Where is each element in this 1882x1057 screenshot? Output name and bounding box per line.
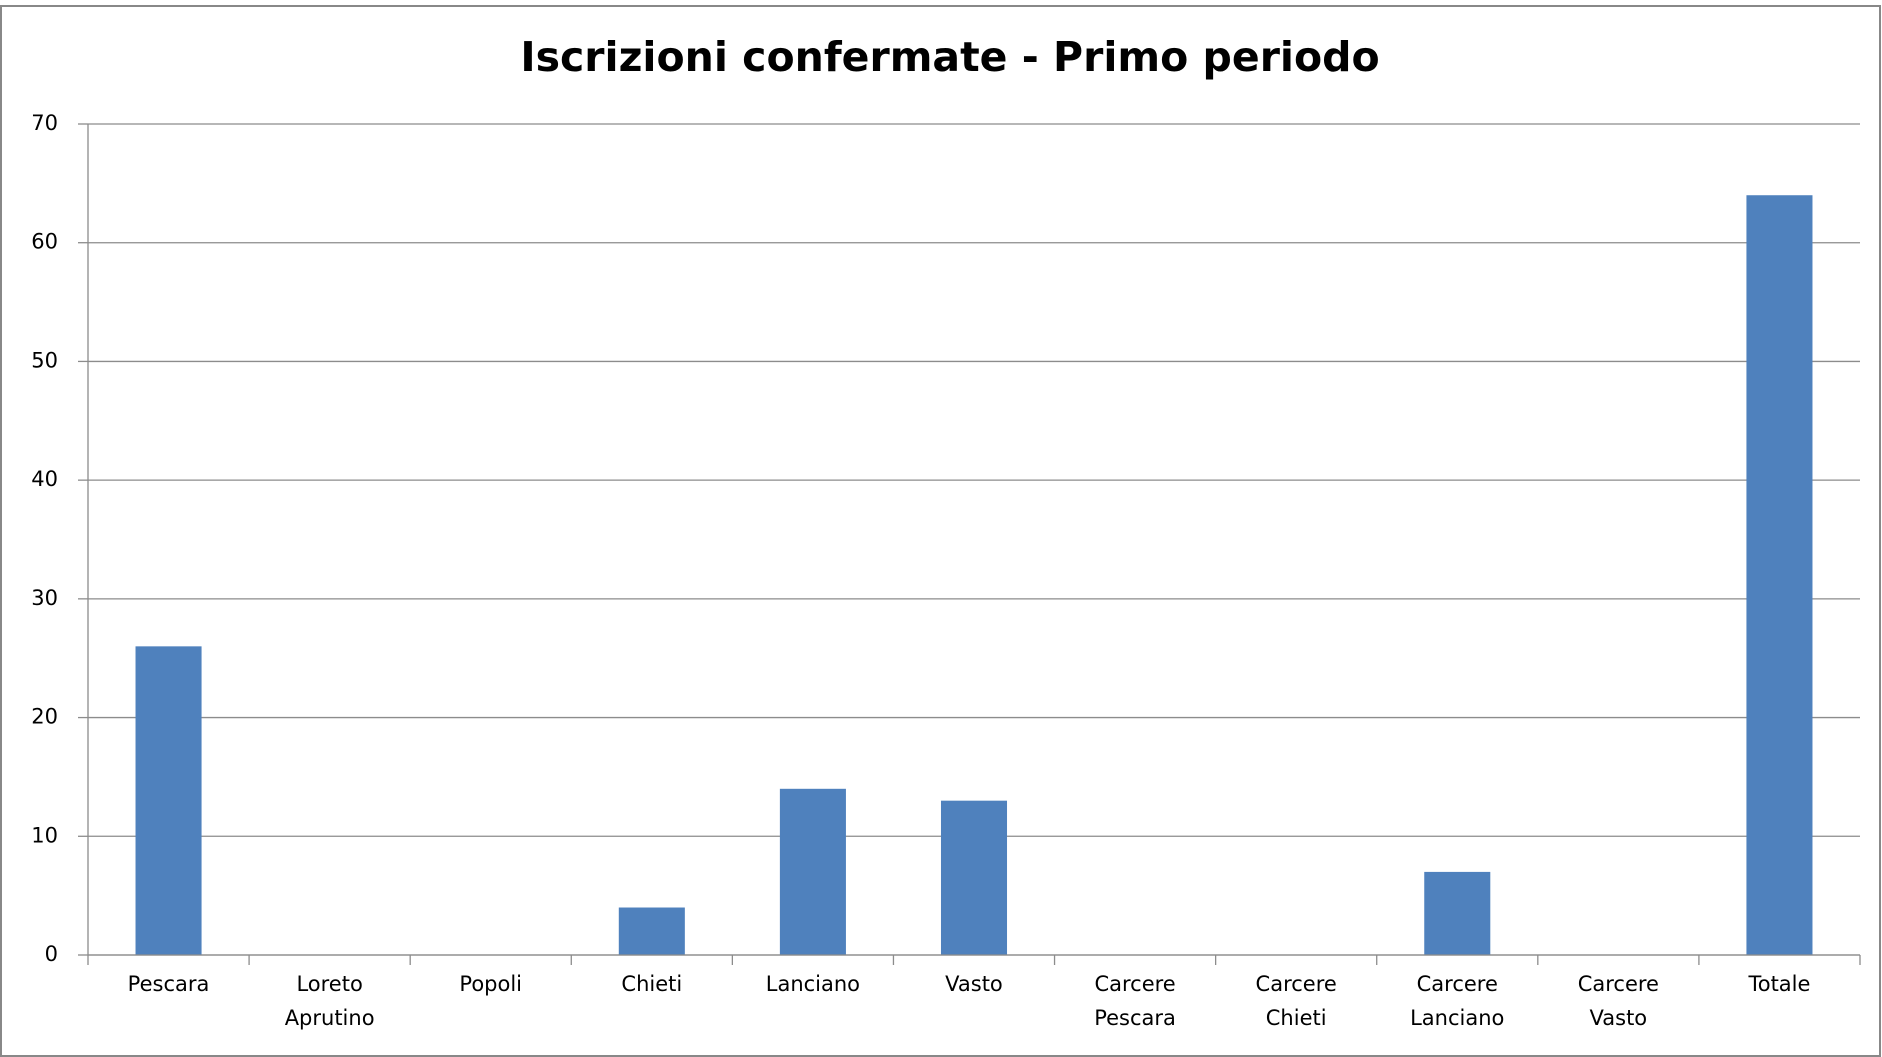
x-tick-label: Vasto [945,972,1003,996]
bar [1746,195,1813,955]
y-tick-label: 50 [31,348,58,372]
x-tick-label: Carcere Lanciano [1410,972,1505,1030]
bar [1424,871,1491,955]
x-tick-label: Carcere Pescara [1094,972,1176,1030]
x-tick-label: Carcere Vasto [1577,972,1659,1030]
y-tick-label: 60 [31,230,58,254]
y-tick-label: 70 [31,111,58,135]
y-tick-label: 0 [45,942,58,966]
x-tick-label: Totale [1748,972,1811,996]
x-tick-label: Pescara [127,972,210,996]
x-tick-label: Chieti [621,972,683,996]
y-tick-label: 30 [31,586,58,610]
bar [940,800,1008,955]
x-tick-label: Loreto Aprutino [284,972,375,1030]
chart-frame [0,5,1881,1057]
y-tick-label: 10 [31,823,58,847]
bar [618,907,685,955]
x-tick-label: Lanciano [765,972,861,996]
bar [135,646,202,955]
bar [779,788,846,955]
x-tick-label: Popoli [459,972,523,996]
y-tick-label: 20 [31,705,58,729]
chart-title: Iscrizioni confermate - Primo periodo [520,33,1379,81]
x-tick-label: Carcere Chieti [1255,972,1337,1030]
y-tick-label: 40 [31,467,58,491]
